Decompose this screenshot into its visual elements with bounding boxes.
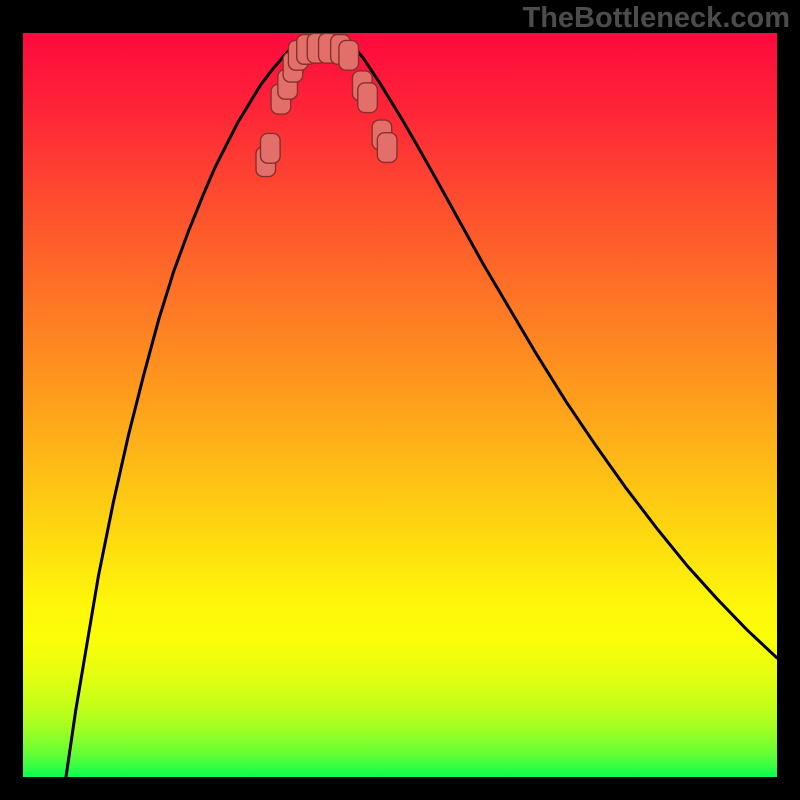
- stage: TheBottleneck.com: [0, 0, 800, 800]
- curve-marker: [261, 133, 281, 163]
- curve-marker: [339, 40, 359, 70]
- chart-svg: [23, 33, 777, 777]
- curve-marker: [358, 83, 378, 113]
- plot-area: [23, 33, 777, 777]
- watermark-label: TheBottleneck.com: [523, 2, 791, 35]
- curve-marker: [377, 133, 397, 163]
